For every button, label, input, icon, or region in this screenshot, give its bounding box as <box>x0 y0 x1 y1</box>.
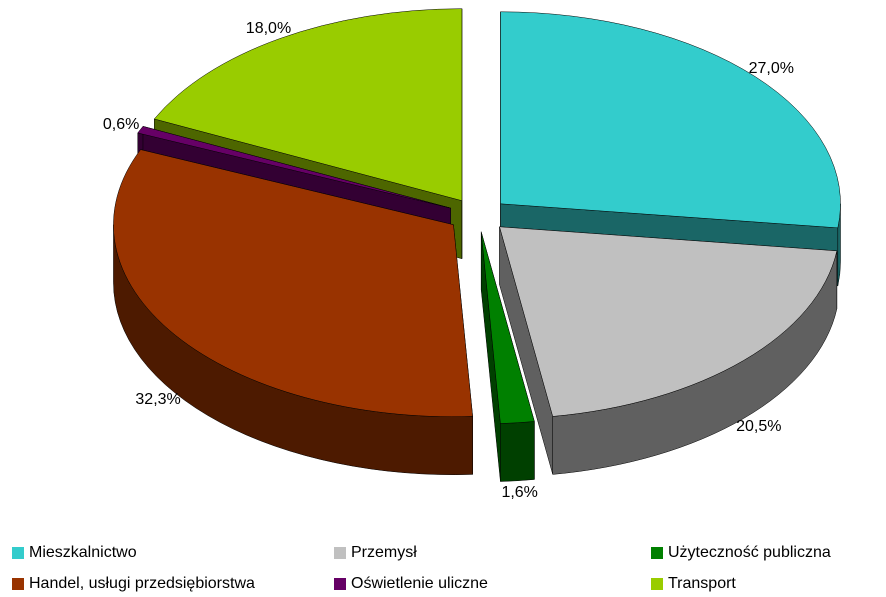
legend-label: Mieszkalnictwo <box>29 544 137 561</box>
legend-swatch <box>334 578 346 590</box>
data-label: 32,3% <box>135 391 180 408</box>
slice <box>499 226 838 417</box>
legend-label: Przemysł <box>351 544 417 561</box>
legend-swatch <box>651 578 663 590</box>
data-label: 18,0% <box>246 20 291 37</box>
data-label: 27,0% <box>749 60 794 77</box>
legend-swatch <box>12 578 24 590</box>
data-label: 0,6% <box>103 116 139 133</box>
slice <box>113 149 473 417</box>
slice <box>153 8 463 202</box>
data-label: 1,6% <box>501 484 537 501</box>
legend-swatch <box>12 547 24 559</box>
slice <box>480 231 535 424</box>
legend-swatch <box>334 547 346 559</box>
legend-label: Użyteczność publiczna <box>668 544 831 561</box>
slice-side <box>500 421 535 482</box>
legend-label: Handel, usługi przedsiębiorstwa <box>29 575 255 592</box>
legend-swatch <box>651 547 663 559</box>
legend-label: Oświetlenie uliczne <box>351 575 488 592</box>
data-label: 20,5% <box>736 418 781 435</box>
slice <box>500 11 841 229</box>
legend-label: Transport <box>668 575 736 592</box>
slice <box>137 126 451 209</box>
